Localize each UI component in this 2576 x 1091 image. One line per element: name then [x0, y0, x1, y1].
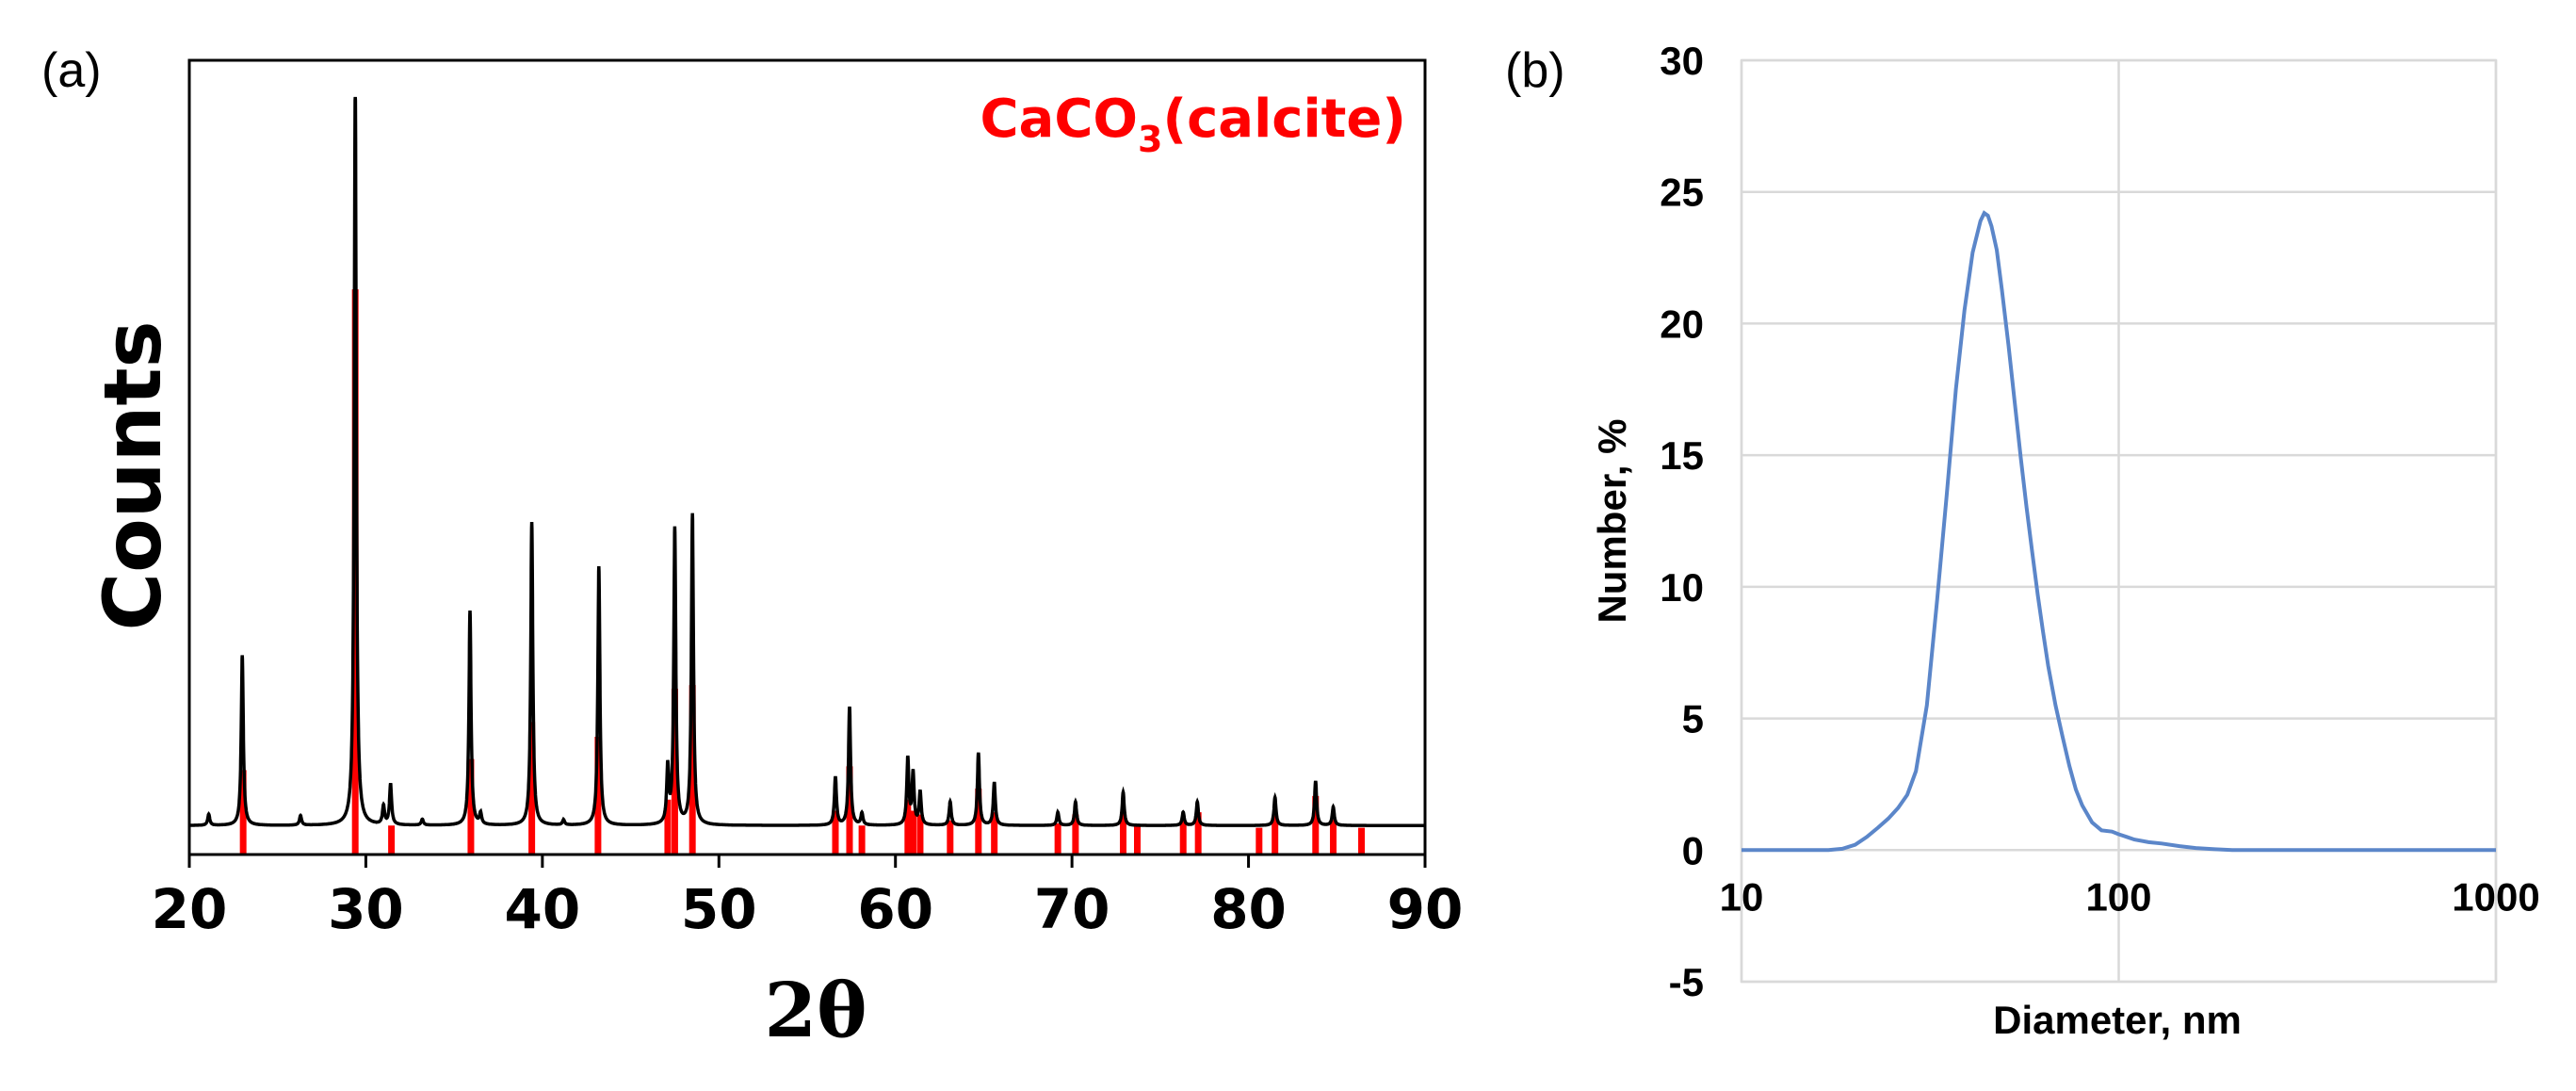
y-axis-label-a: Counts — [87, 320, 179, 630]
plot-frame-a — [187, 58, 1427, 856]
x-axis-ticks-b: 10 100 1000 — [1720, 874, 2540, 919]
y-axis-ticks-b: -5 0 5 10 15 20 25 30 — [1660, 39, 1704, 1004]
x-tick-label: 10 — [1720, 874, 1764, 919]
y-tick-label: 15 — [1660, 433, 1704, 478]
y-tick-label: -5 — [1669, 960, 1704, 1004]
legend-text: CaCO — [980, 89, 1138, 150]
y-tick-label: 5 — [1682, 697, 1704, 741]
size-distribution-panel: (b) -5 0 5 10 15 20 25 30 10 100 1000 Diameter, n… — [1505, 39, 2540, 1042]
y-tick-label: 25 — [1660, 171, 1704, 215]
y-tick-label: 10 — [1660, 565, 1704, 610]
x-tick-label: 40 — [504, 877, 580, 941]
xrd-pattern-line — [189, 96, 1425, 827]
x-axis-label-a: 2θ — [764, 966, 867, 1054]
x-tick-label: 1000 — [2452, 874, 2539, 919]
x-tick-label: 30 — [328, 877, 404, 941]
x-tick-label: 20 — [152, 877, 228, 941]
plot-frame-b — [1740, 58, 2498, 984]
legend-calcite: CaCO3(calcite) — [980, 89, 1406, 160]
legend-suffix: (calcite) — [1162, 89, 1406, 150]
panel-b-label: (b) — [1505, 43, 1565, 98]
x-tick-label: 90 — [1387, 877, 1464, 941]
x-tick-label: 80 — [1210, 877, 1287, 941]
reference-sticks — [239, 289, 1366, 855]
distribution-curve — [1742, 210, 2496, 853]
y-tick-label: 30 — [1660, 39, 1704, 83]
y-tick-label: 0 — [1682, 828, 1704, 872]
y-axis-label-b: Number, % — [1590, 418, 1634, 623]
y-tick-label: 20 — [1660, 301, 1704, 346]
x-tick-label: 60 — [857, 877, 933, 941]
x-tick-label: 70 — [1034, 877, 1110, 941]
x-axis-ticks-a: 20 30 40 50 60 70 80 90 — [152, 855, 1464, 941]
legend-subscript: 3 — [1138, 119, 1162, 160]
panel-a-label: (a) — [41, 43, 102, 98]
x-axis-label-b: Diameter, nm — [1993, 998, 2242, 1042]
x-tick-label: 50 — [681, 877, 757, 941]
xrd-panel: (a) 20 30 40 50 60 70 80 90 CaCO3(calcite) 2θ C… — [41, 43, 1463, 1054]
x-tick-label: 100 — [2085, 874, 2151, 919]
